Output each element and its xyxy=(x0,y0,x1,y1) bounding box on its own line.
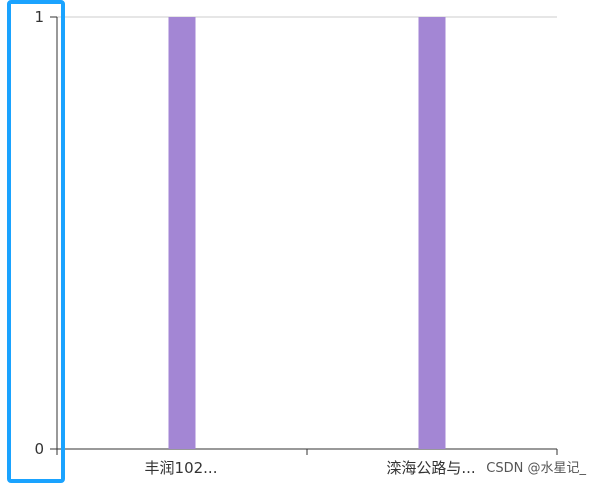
bar-fengrun xyxy=(168,17,196,449)
x-tick-label-luanhai: 滦海公路与... xyxy=(386,459,475,477)
bar-luanhai xyxy=(418,17,446,449)
y-axis-highlight-box xyxy=(7,0,65,483)
csdn-watermark: CSDN @水星记_ xyxy=(486,461,586,476)
y-tick-label-1: 1 xyxy=(34,8,44,26)
y-tick-label-0: 0 xyxy=(34,440,44,458)
x-tick-label-fengrun: 丰润102... xyxy=(145,459,218,477)
